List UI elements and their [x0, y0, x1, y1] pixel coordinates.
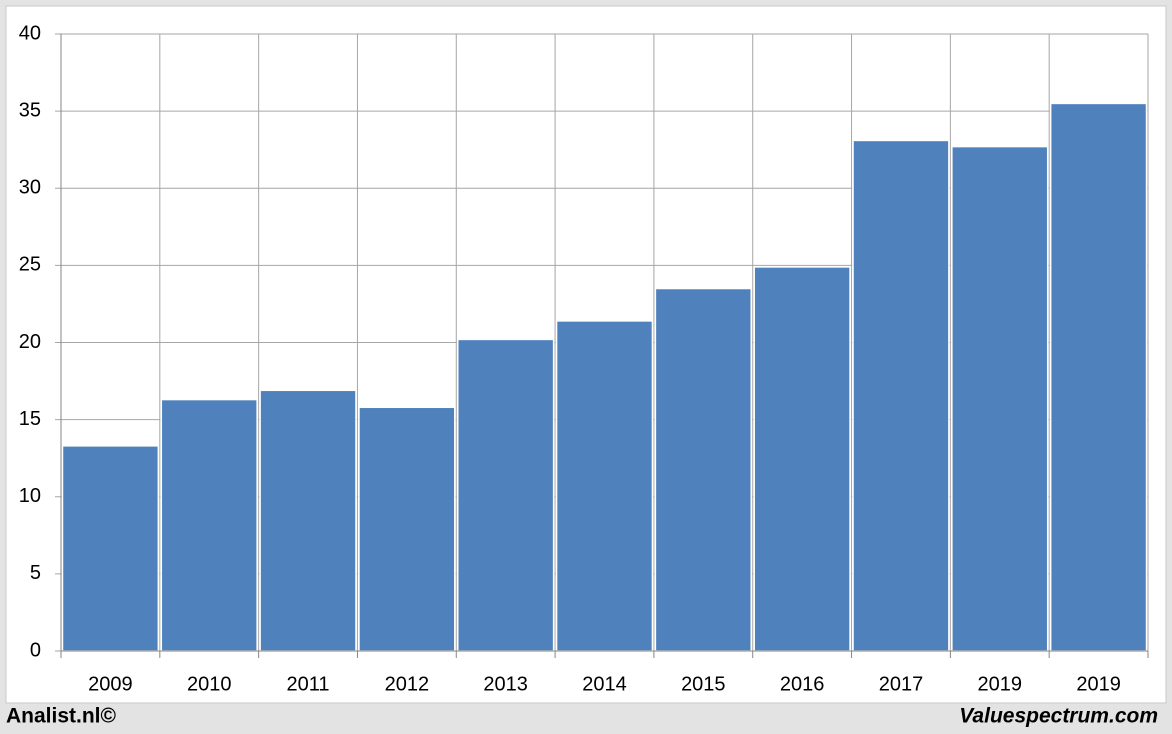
x-tick-label: 2011	[287, 673, 330, 695]
x-tick-label: 2013	[483, 673, 528, 695]
x-tick-label: 2012	[385, 673, 430, 695]
x-tick-label: 2009	[88, 673, 133, 695]
x-tick-label: 2017	[879, 673, 924, 695]
bar	[555, 320, 654, 652]
bar	[654, 287, 752, 652]
bar	[61, 445, 160, 652]
x-tick-label: 2010	[187, 673, 232, 695]
y-tick-label: 25	[19, 254, 41, 276]
y-tick-label: 20	[19, 331, 41, 353]
bar	[457, 338, 555, 652]
x-tick-label: 2019	[978, 673, 1023, 695]
y-tick-label: 5	[30, 562, 41, 584]
y-tick-label: 30	[19, 177, 41, 199]
x-tick-label: 2016	[780, 673, 825, 695]
bar	[1049, 102, 1148, 652]
y-tick-label: 40	[19, 22, 41, 44]
x-tick-label: 2014	[582, 673, 627, 695]
bar	[160, 398, 258, 652]
bar	[259, 389, 357, 652]
y-tick-label: 15	[19, 408, 41, 430]
bar	[951, 145, 1049, 652]
source-left: Analist.nl©	[6, 705, 117, 728]
y-tick-label: 10	[19, 485, 41, 507]
x-tick-label: 2019	[1076, 673, 1121, 695]
y-tick-label: 35	[19, 99, 41, 121]
bar	[852, 139, 950, 652]
y-tick-label: 0	[30, 639, 41, 661]
x-tick-label: 2015	[681, 673, 726, 695]
bar	[753, 266, 851, 652]
source-right: Valuespectrum.com	[959, 705, 1158, 728]
bar	[358, 406, 456, 652]
